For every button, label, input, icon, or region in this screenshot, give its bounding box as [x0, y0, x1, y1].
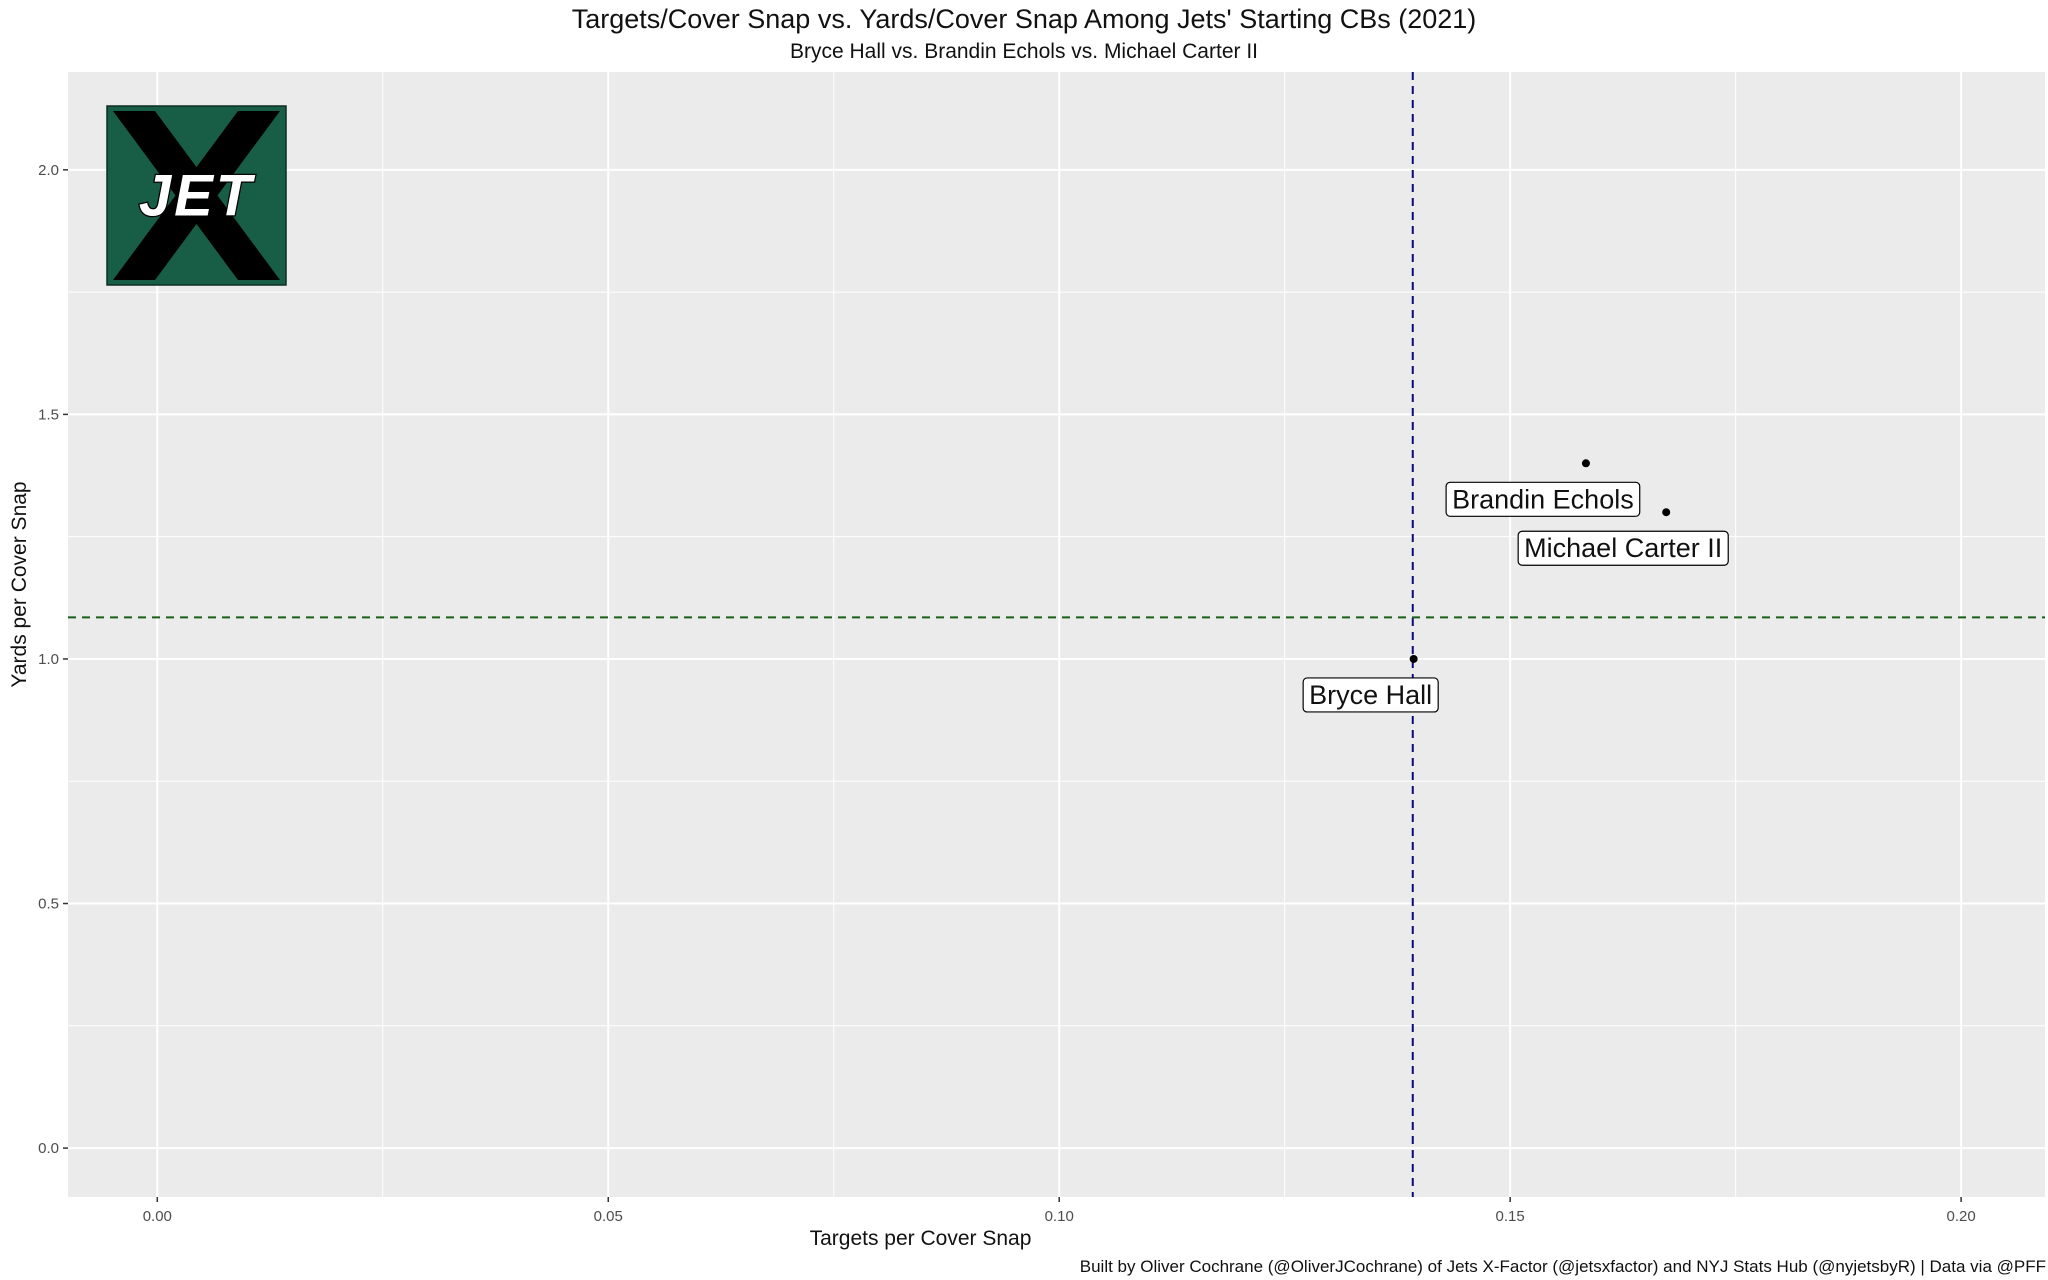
- grid-minor: [68, 72, 2045, 1197]
- point-label-box: [1517, 530, 1729, 566]
- chart-title: Targets/Cover Snap vs. Yards/Cover Snap …: [571, 4, 1477, 34]
- y-tick-label: 1.5: [38, 406, 59, 423]
- chart-caption: Built by Oliver Cochrane (@OliverJCochra…: [1079, 1257, 2046, 1276]
- point-label: Brandin Echols: [1445, 481, 1641, 517]
- y-tick-label: 0.5: [38, 896, 59, 913]
- point-label: Michael Carter II: [1517, 530, 1729, 566]
- data-point: [1662, 508, 1671, 517]
- y-tick-label: 2.0: [38, 162, 59, 179]
- point-label: Bryce Hall: [1302, 677, 1439, 713]
- x-tick-label: 0.15: [1496, 1208, 1525, 1225]
- y-tick-label: 1.0: [38, 651, 59, 668]
- jets-logo: JET: [106, 105, 287, 286]
- logo-jet-text: JET: [139, 164, 256, 229]
- y-tick-label: 0.0: [38, 1140, 59, 1157]
- data-point: [1409, 654, 1418, 663]
- point-labels: Bryce Hall Brandin Echols Michael Carter I…: [1302, 481, 1729, 713]
- point-label-text: Michael Carter II: [1524, 533, 1722, 563]
- plot-panel: [68, 72, 2045, 1197]
- x-axis-ticks: 0.00 0.05 0.10 0.15 0.20: [143, 1197, 1976, 1225]
- x-tick-label: 0.05: [594, 1208, 623, 1225]
- y-axis-ticks: 0.0 0.5 1.0 1.5 2.0: [38, 162, 68, 1157]
- x-tick-label: 0.20: [1947, 1208, 1976, 1225]
- y-axis-title: Yards per Cover Snap: [8, 481, 31, 687]
- logo-x-stroke: [113, 111, 280, 280]
- data-points: [1409, 459, 1671, 663]
- x-tick-label: 0.00: [143, 1208, 172, 1225]
- chart-subtitle: Bryce Hall vs. Brandin Echols vs. Michae…: [790, 40, 1258, 63]
- x-axis-title: Targets per Cover Snap: [810, 1227, 1032, 1250]
- point-label-text: Brandin Echols: [1452, 484, 1634, 514]
- data-point: [1581, 459, 1590, 468]
- point-label-box: [1302, 677, 1439, 713]
- point-label-box: [1445, 481, 1641, 517]
- x-tick-label: 0.10: [1045, 1208, 1074, 1225]
- point-label-text: Bryce Hall: [1309, 680, 1432, 710]
